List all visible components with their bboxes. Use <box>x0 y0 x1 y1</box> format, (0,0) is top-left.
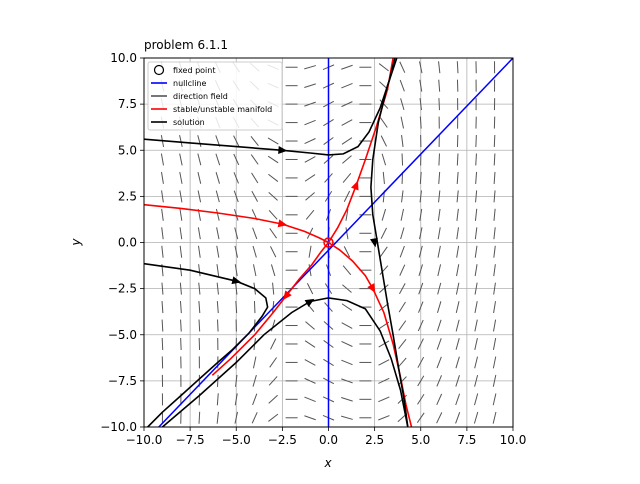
field-segment-4 <box>162 338 163 350</box>
field-segment-65 <box>218 320 219 332</box>
legend-label-4: solution <box>173 118 205 127</box>
legend-label-2: direction field <box>173 92 228 101</box>
field-segment-45 <box>199 320 200 332</box>
field-segment-354 <box>476 153 477 165</box>
x-tick-label-7: 7.5 <box>457 433 476 447</box>
legend-label-1: nullcline <box>173 79 207 88</box>
x-tick-label-3: −2.5 <box>268 433 297 447</box>
x-tick-label-2: −5.0 <box>222 433 251 447</box>
x-tick-label-1: −7.5 <box>176 433 205 447</box>
field-segment-25 <box>181 320 182 332</box>
field-segment-40 <box>199 412 200 424</box>
y-tick-label-7: 7.5 <box>118 97 137 111</box>
field-segment-374 <box>494 153 495 165</box>
field-segment-317 <box>439 98 440 110</box>
y-tick-label-3: −2.5 <box>108 282 137 296</box>
y-tick-label-6: 5.0 <box>118 143 137 157</box>
field-segment-334 <box>457 153 458 165</box>
x-tick-label-5: 2.5 <box>365 433 384 447</box>
x-tick-label-6: 5.0 <box>411 433 430 447</box>
legend-label-0: fixed point <box>173 66 215 75</box>
x-tick-label-0: −10.0 <box>126 433 163 447</box>
y-tick-label-0: −10.0 <box>100 420 137 434</box>
y-tick-label-2: −5.0 <box>108 328 137 342</box>
y-tick-label-8: 10.0 <box>110 51 137 65</box>
legend-label-3: stable/unstable manifold <box>173 105 272 114</box>
x-axis-label: x <box>323 456 332 470</box>
field-segment-5 <box>162 320 163 332</box>
field-segment-314 <box>439 153 440 165</box>
y-tick-label-1: −7.5 <box>108 374 137 388</box>
x-tick-label-8: 10.0 <box>500 433 527 447</box>
y-axis-label: y <box>69 238 83 247</box>
y-tick-label-4: 0.0 <box>118 236 137 250</box>
field-segment-62 <box>218 375 219 387</box>
field-segment-375 <box>494 135 495 147</box>
chart-title: problem 6.1.1 <box>144 38 228 52</box>
field-segment-339 <box>457 61 458 73</box>
y-tick-label-5: 2.5 <box>118 189 137 203</box>
legend: fixed point nullcline direction field stabl… <box>148 62 282 130</box>
x-tick-label-4: 0.0 <box>319 433 338 447</box>
